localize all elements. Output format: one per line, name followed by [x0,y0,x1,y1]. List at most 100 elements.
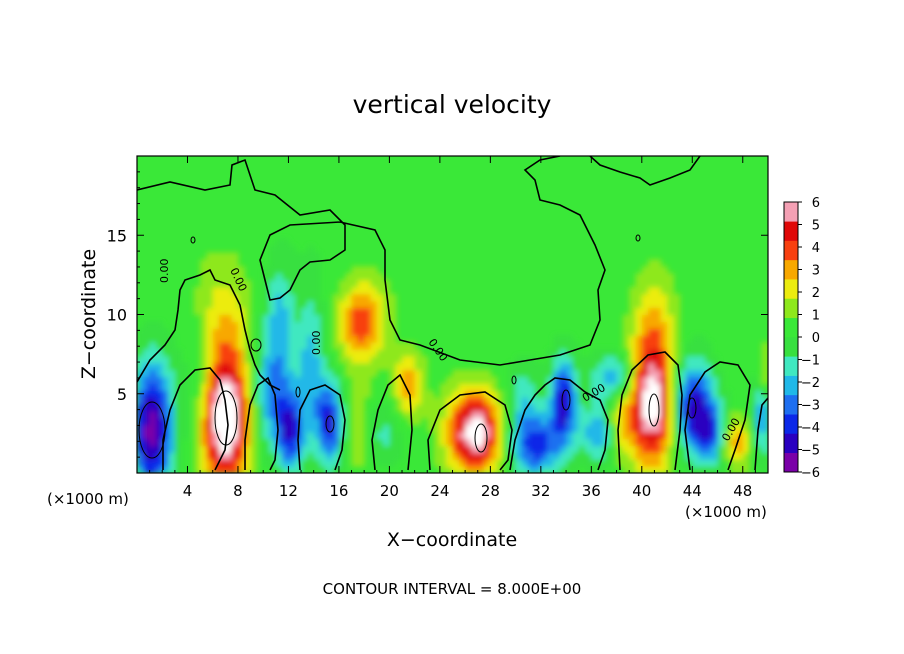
field-cell [351,348,359,357]
field-cell [559,466,567,473]
field-cell [288,293,296,302]
field-cell [200,417,208,426]
field-cell [275,273,283,281]
field-cell [711,390,719,398]
field-cell [357,355,365,364]
field-cell [572,431,580,440]
colorbar-swatch [784,221,798,241]
field-cell [559,438,567,447]
field-cell [704,397,712,405]
field-cell [269,286,277,295]
field-cell [143,397,151,405]
field-cell [269,355,277,364]
field-cell [155,452,163,460]
field-cell [263,286,271,295]
field-cell [635,307,643,316]
field-cell [585,404,592,412]
field-cell [660,390,668,398]
field-cell [269,417,277,426]
field-cell [667,369,674,378]
field-cell [730,417,738,426]
field-cell [200,424,208,433]
field-cell [603,397,611,405]
field-cell [212,362,220,371]
field-cell [692,355,700,364]
field-cell [149,410,157,419]
colorbar-swatch [784,356,798,376]
field-cell [250,431,258,440]
field-cell [534,431,542,440]
field-cell [256,376,264,385]
field-cell [742,438,750,447]
field-cell [263,445,271,453]
field-cell [370,431,378,440]
field-cell [275,383,283,391]
field-cell [446,417,454,426]
field-cell [667,328,674,336]
field-cell [521,376,529,385]
field-cell [654,459,662,467]
field-cell [143,342,151,350]
field-cell [313,452,321,460]
field-cell [667,362,674,371]
field-cell [237,321,245,329]
field-cell [553,452,561,460]
field-cell [332,328,340,336]
field-cell [200,362,208,371]
y-tick-label: 5 [117,385,127,404]
field-cell [370,273,378,281]
field-cell [629,410,637,419]
field-cell [635,348,643,357]
field-cell [376,452,384,460]
field-cell [698,369,706,378]
field-cell [206,390,214,398]
field-cell [484,466,491,473]
field-cell [515,355,523,364]
field-cell [275,397,283,405]
field-cell [275,417,283,426]
field-cell [521,383,529,391]
field-cell [155,383,163,391]
field-cell [237,445,245,453]
field-cell [301,335,308,343]
field-cell [755,410,763,419]
field-cell [679,424,687,433]
field-cell [357,390,365,398]
field-cell [395,383,403,391]
field-cell [149,404,157,412]
field-cell [509,362,517,371]
field-cell [155,342,163,350]
field-cell [345,348,353,357]
field-cell [155,348,163,357]
field-cell [294,286,302,295]
field-cell [256,348,264,357]
field-cell [275,259,283,267]
field-cell [383,321,390,329]
field-cell [515,376,523,385]
field-cell [521,438,529,447]
field-cell [250,445,258,453]
field-cell [338,431,346,440]
field-cell [357,273,365,281]
field-cell [648,286,656,295]
field-cell [137,369,144,378]
field-cell [547,397,555,405]
field-cell [660,342,668,350]
field-cell [137,335,144,343]
field-cell [244,397,252,405]
field-cell [219,280,226,288]
field-cell [244,424,252,433]
field-cell [193,300,201,309]
field-cell [263,273,271,281]
field-cell [641,300,649,309]
field-cell [667,383,674,391]
field-cell [326,376,334,385]
field-cell [244,293,252,302]
contour-ring-41km [648,393,660,427]
field-cell [635,410,643,419]
field-cell [629,417,637,426]
field-cell [572,383,580,391]
field-cell [174,459,182,467]
field-cell [711,424,719,433]
field-cell [471,445,479,453]
